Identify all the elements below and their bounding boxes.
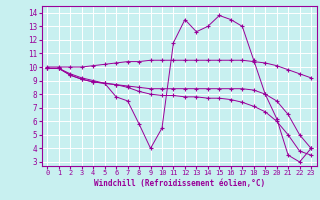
X-axis label: Windchill (Refroidissement éolien,°C): Windchill (Refroidissement éolien,°C) (94, 179, 265, 188)
